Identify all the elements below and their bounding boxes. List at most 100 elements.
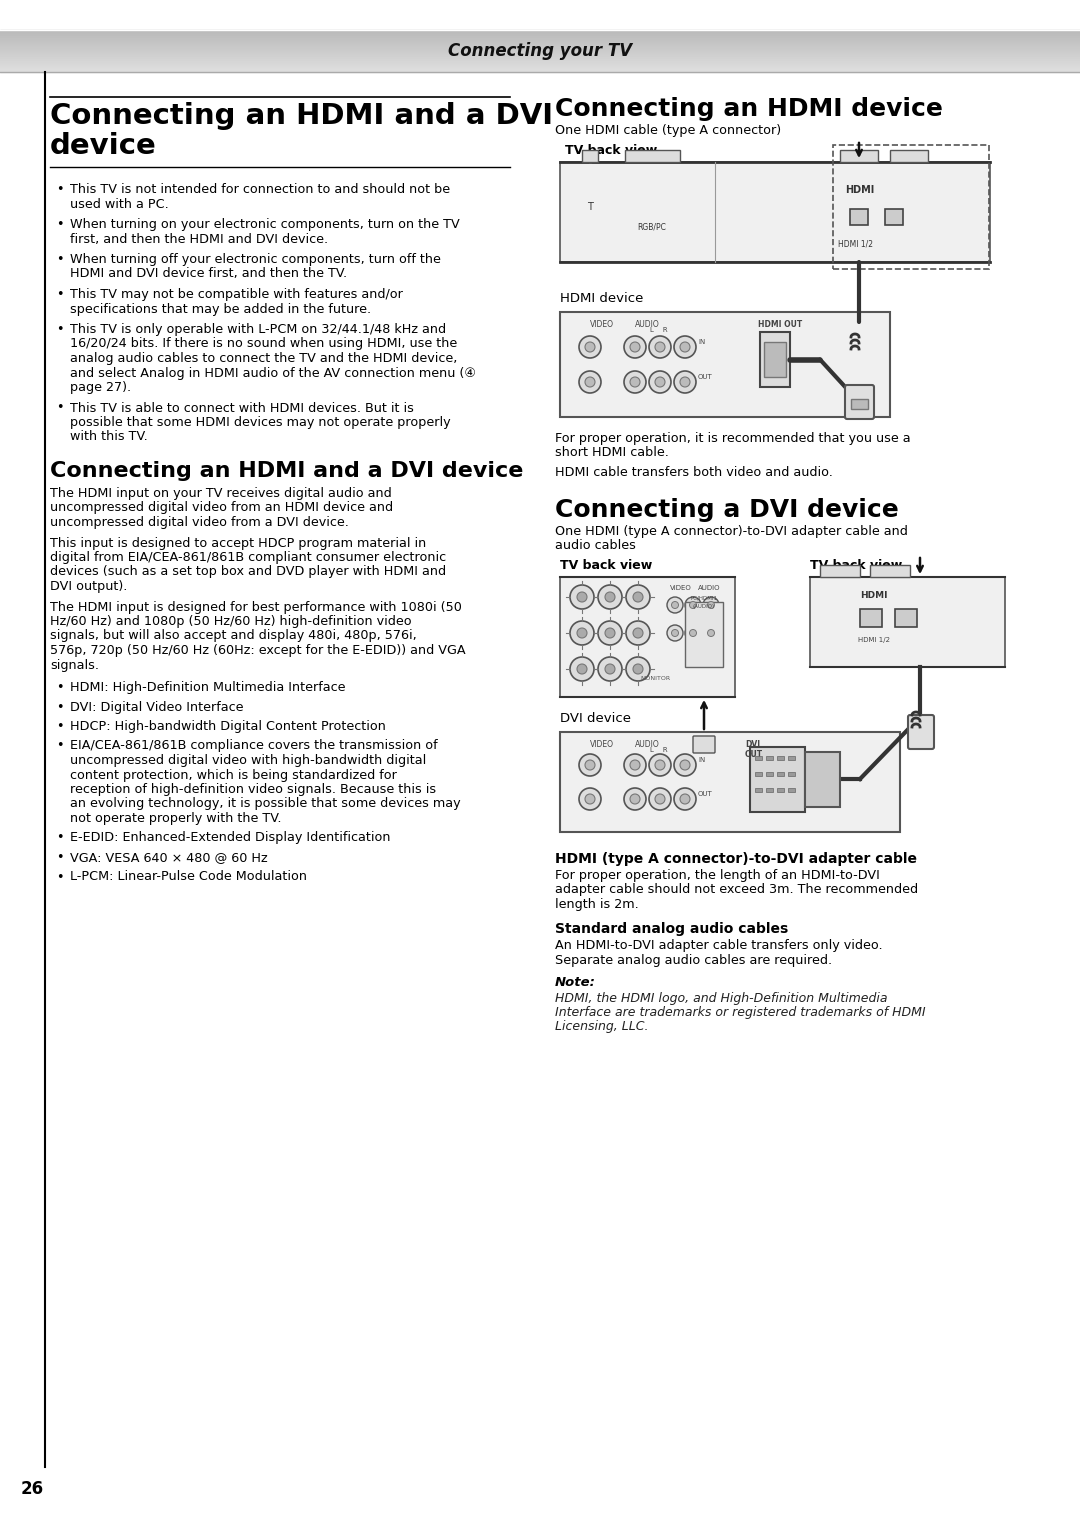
- Text: For proper operation, it is recommended that you use a: For proper operation, it is recommended …: [555, 432, 910, 444]
- Text: VIDEO: VIDEO: [670, 585, 692, 591]
- Text: HDMI OUT: HDMI OUT: [758, 321, 802, 328]
- Circle shape: [577, 592, 588, 602]
- Circle shape: [633, 592, 643, 602]
- Text: content protection, which is being standardized for: content protection, which is being stand…: [70, 768, 396, 782]
- Text: TV back view: TV back view: [561, 559, 652, 573]
- Bar: [766, 773, 773, 776]
- Bar: [850, 209, 868, 224]
- Text: The HDMI input on your TV receives digital audio and: The HDMI input on your TV receives digit…: [50, 487, 392, 499]
- Text: IN: IN: [698, 757, 705, 764]
- Text: •: •: [56, 253, 64, 266]
- Text: The HDMI input is designed for best performance with 1080i (50: The HDMI input is designed for best perf…: [50, 600, 462, 614]
- Bar: [777, 773, 784, 776]
- Text: •: •: [56, 851, 64, 864]
- Bar: [750, 747, 805, 812]
- Text: Connecting your TV: Connecting your TV: [448, 43, 632, 60]
- Circle shape: [570, 585, 594, 609]
- Text: 576p, 720p (50 Hz/60 Hz (60Hz: except for the E-EDID)) and VGA: 576p, 720p (50 Hz/60 Hz (60Hz: except fo…: [50, 644, 465, 657]
- Text: One HDMI cable (type A connector): One HDMI cable (type A connector): [555, 124, 781, 137]
- Text: with this TV.: with this TV.: [70, 431, 148, 443]
- Text: uncompressed digital video with high-bandwidth digital: uncompressed digital video with high-ban…: [70, 754, 427, 767]
- Circle shape: [605, 628, 615, 638]
- Text: IN: IN: [698, 339, 705, 345]
- Text: Connecting a DVI device: Connecting a DVI device: [555, 498, 899, 522]
- Circle shape: [703, 597, 719, 612]
- Circle shape: [707, 602, 715, 608]
- Text: length is 2m.: length is 2m.: [555, 898, 638, 912]
- Bar: [755, 756, 762, 760]
- Text: •: •: [56, 721, 64, 733]
- Text: TV back view: TV back view: [810, 559, 902, 573]
- Bar: [561, 162, 990, 263]
- Circle shape: [626, 657, 650, 681]
- Circle shape: [689, 602, 697, 608]
- Bar: [561, 312, 890, 417]
- Circle shape: [624, 336, 646, 357]
- Text: When turning on your electronic components, turn on the TV: When turning on your electronic componen…: [70, 218, 460, 231]
- Bar: [777, 756, 784, 760]
- FancyBboxPatch shape: [845, 385, 874, 418]
- Bar: [777, 788, 784, 793]
- Bar: [805, 751, 840, 806]
- Circle shape: [630, 377, 640, 386]
- Bar: [561, 577, 735, 696]
- Text: HDMI: HDMI: [860, 591, 888, 600]
- Circle shape: [654, 794, 665, 805]
- Circle shape: [577, 628, 588, 638]
- Text: When turning off your electronic components, turn off the: When turning off your electronic compone…: [70, 253, 441, 266]
- Text: Standard analog audio cables: Standard analog audio cables: [555, 922, 788, 936]
- Text: signals, but will also accept and display 480i, 480p, 576i,: signals, but will also accept and displa…: [50, 629, 417, 643]
- Circle shape: [672, 602, 678, 608]
- Text: For proper operation, the length of an HDMI-to-DVI: For proper operation, the length of an H…: [555, 869, 880, 883]
- Text: •: •: [56, 832, 64, 844]
- Text: not operate properly with the TV.: not operate properly with the TV.: [70, 812, 282, 825]
- Text: device: device: [50, 131, 157, 160]
- Text: •: •: [56, 324, 64, 336]
- Text: TV back view: TV back view: [565, 144, 658, 157]
- Circle shape: [667, 625, 683, 641]
- Circle shape: [626, 585, 650, 609]
- Text: •: •: [56, 402, 64, 414]
- Text: •: •: [56, 701, 64, 713]
- Text: Connecting an HDMI and a DVI: Connecting an HDMI and a DVI: [50, 102, 553, 130]
- Circle shape: [630, 342, 640, 353]
- Text: (AUDIO): (AUDIO): [693, 605, 715, 609]
- Bar: [582, 150, 598, 162]
- Circle shape: [579, 754, 600, 776]
- Text: This input is designed to accept HDCP program material in: This input is designed to accept HDCP pr…: [50, 536, 427, 550]
- Circle shape: [654, 342, 665, 353]
- Text: AUDIO: AUDIO: [635, 321, 660, 328]
- Circle shape: [570, 621, 594, 644]
- Circle shape: [598, 621, 622, 644]
- Circle shape: [585, 342, 595, 353]
- Circle shape: [630, 760, 640, 770]
- Circle shape: [605, 664, 615, 673]
- Text: This TV may not be compatible with features and/or: This TV may not be compatible with featu…: [70, 289, 403, 301]
- FancyBboxPatch shape: [693, 736, 715, 753]
- Bar: [870, 565, 910, 577]
- Circle shape: [707, 629, 715, 637]
- Circle shape: [685, 625, 701, 641]
- Text: •: •: [56, 289, 64, 301]
- Circle shape: [680, 342, 690, 353]
- Text: specifications that may be added in the future.: specifications that may be added in the …: [70, 302, 372, 316]
- Text: L    R: L R: [650, 747, 667, 753]
- Text: Licensing, LLC.: Licensing, LLC.: [555, 1020, 648, 1032]
- Bar: [895, 609, 917, 628]
- Bar: [788, 756, 795, 760]
- Text: first, and then the HDMI and DVI device.: first, and then the HDMI and DVI device.: [70, 232, 328, 246]
- Text: used with a PC.: used with a PC.: [70, 197, 168, 211]
- Text: VIDEO: VIDEO: [590, 741, 615, 750]
- Bar: [788, 788, 795, 793]
- Bar: [890, 150, 928, 162]
- Text: Hz/60 Hz) and 1080p (50 Hz/60 Hz) high-definition video: Hz/60 Hz) and 1080p (50 Hz/60 Hz) high-d…: [50, 615, 411, 628]
- Circle shape: [633, 628, 643, 638]
- Text: OUT: OUT: [698, 374, 713, 380]
- Circle shape: [654, 377, 665, 386]
- Bar: [851, 399, 868, 409]
- Circle shape: [605, 592, 615, 602]
- Text: An HDMI-to-DVI adapter cable transfers only video.: An HDMI-to-DVI adapter cable transfers o…: [555, 939, 882, 953]
- Circle shape: [577, 664, 588, 673]
- Text: DVI output).: DVI output).: [50, 580, 127, 592]
- Circle shape: [703, 625, 719, 641]
